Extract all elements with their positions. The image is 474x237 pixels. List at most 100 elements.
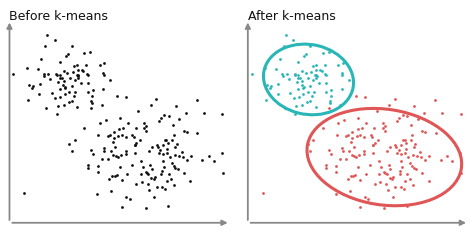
Point [437, 158, 445, 162]
Point [396, 169, 404, 173]
Point [352, 155, 360, 159]
Point [128, 133, 136, 137]
Point [291, 72, 298, 76]
Point [60, 83, 67, 87]
Point [159, 152, 166, 155]
Point [102, 118, 110, 122]
Point [425, 179, 433, 183]
Point [361, 149, 368, 152]
Point [384, 188, 392, 191]
Point [296, 76, 304, 80]
Point [339, 146, 346, 150]
Point [321, 72, 329, 75]
Point [164, 204, 172, 208]
Point [262, 66, 269, 70]
Point [386, 176, 393, 180]
Point [140, 126, 148, 130]
Point [393, 119, 401, 123]
Point [136, 138, 144, 142]
Point [345, 78, 353, 82]
Point [402, 141, 410, 145]
Point [307, 70, 315, 74]
Point [312, 63, 319, 67]
Point [88, 101, 96, 105]
Point [397, 152, 405, 155]
Point [312, 105, 319, 109]
Point [350, 146, 357, 149]
Point [361, 135, 368, 139]
Point [155, 151, 163, 155]
Point [145, 150, 153, 153]
Point [70, 94, 78, 98]
Point [301, 54, 308, 58]
Point [64, 52, 72, 56]
Point [321, 63, 328, 67]
Point [72, 90, 79, 94]
Point [146, 188, 153, 191]
Point [282, 33, 290, 37]
Point [159, 159, 166, 163]
Point [355, 116, 362, 120]
Point [346, 189, 354, 192]
Point [118, 178, 126, 182]
Point [391, 97, 399, 101]
Point [312, 76, 320, 80]
Point [172, 145, 179, 149]
Point [89, 152, 97, 155]
Point [74, 74, 82, 78]
Point [389, 177, 396, 181]
Point [54, 73, 61, 77]
Point [94, 171, 101, 174]
Point [179, 155, 186, 159]
Point [219, 112, 226, 116]
Point [205, 154, 213, 158]
Point [312, 73, 320, 77]
Point [266, 87, 274, 90]
Point [87, 106, 95, 109]
Point [132, 126, 139, 130]
Point [150, 195, 158, 199]
Point [316, 82, 323, 85]
Point [159, 143, 166, 147]
Point [109, 153, 117, 157]
Point [326, 100, 333, 103]
Point [54, 104, 62, 108]
Point [113, 173, 121, 177]
Point [112, 155, 120, 158]
Point [158, 169, 165, 173]
Point [60, 79, 68, 83]
Point [56, 87, 64, 91]
Point [168, 162, 175, 165]
Point [280, 44, 287, 48]
Point [412, 167, 420, 170]
Point [393, 151, 401, 155]
Point [392, 185, 399, 189]
Point [71, 64, 78, 68]
Point [62, 85, 69, 89]
Point [34, 67, 42, 71]
Point [88, 100, 95, 103]
Point [348, 153, 356, 157]
Point [122, 135, 130, 139]
Point [337, 87, 345, 91]
Point [358, 127, 365, 130]
Point [369, 143, 377, 147]
Point [114, 95, 121, 98]
Point [45, 72, 52, 76]
Point [61, 87, 69, 90]
Point [80, 69, 87, 73]
Point [9, 72, 17, 76]
Point [164, 147, 171, 151]
Point [163, 179, 171, 182]
Point [371, 182, 379, 186]
Point [98, 103, 106, 107]
Point [155, 119, 163, 123]
Point [380, 206, 388, 210]
Point [328, 88, 335, 91]
Point [106, 177, 113, 181]
Point [56, 73, 64, 77]
Point [339, 149, 346, 153]
Point [115, 134, 122, 138]
Point [403, 204, 410, 208]
Point [310, 138, 317, 142]
